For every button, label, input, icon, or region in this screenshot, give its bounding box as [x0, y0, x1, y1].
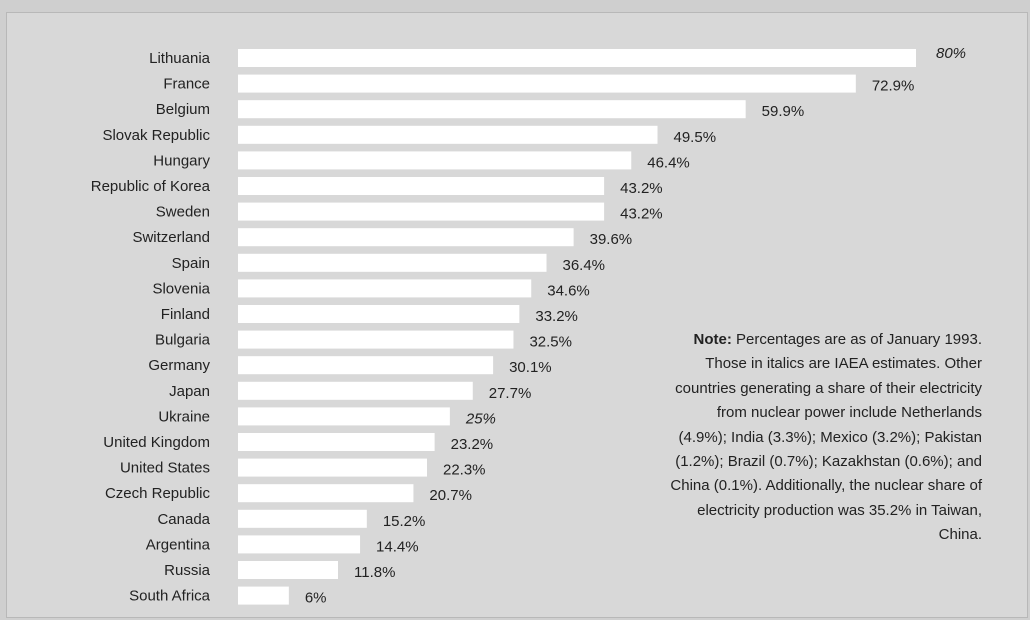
- category-label: Czech Republic: [105, 485, 211, 502]
- note-label: Note:: [693, 331, 732, 348]
- value-label: 59.9%: [762, 103, 805, 120]
- value-label: 25%: [465, 410, 496, 427]
- bar: [238, 458, 427, 477]
- category-label: United States: [120, 460, 210, 477]
- value-label: 43.2%: [620, 180, 663, 197]
- value-label: 49.5%: [674, 129, 717, 146]
- category-label: Germany: [148, 357, 210, 374]
- category-label: Finland: [161, 306, 210, 323]
- bar: [238, 177, 605, 195]
- category-label: Belgium: [156, 101, 210, 118]
- bar: [238, 100, 746, 119]
- bar: [238, 407, 450, 426]
- bar: [238, 151, 632, 170]
- category-label: Sweden: [156, 204, 210, 221]
- bar: [238, 586, 289, 605]
- value-label: 80%: [936, 45, 966, 62]
- category-label: Slovak Republic: [102, 127, 210, 144]
- bar: [238, 125, 658, 144]
- bar: [238, 561, 339, 579]
- value-label: 22.3%: [443, 462, 486, 479]
- category-label: United Kingdom: [103, 434, 210, 451]
- bar: [238, 253, 547, 272]
- note-text: Percentages are as of January 1993. Thos…: [670, 331, 982, 544]
- category-label: Slovenia: [152, 280, 210, 297]
- category-label: France: [163, 76, 210, 93]
- bar: [238, 381, 473, 400]
- bar: [238, 356, 494, 375]
- value-label: 43.2%: [620, 206, 663, 223]
- category-label: Republic of Korea: [91, 178, 211, 195]
- value-label: 6%: [305, 590, 327, 607]
- value-label: 20.7%: [429, 487, 472, 504]
- value-label: 36.4%: [562, 257, 605, 274]
- category-label: Switzerland: [132, 229, 210, 246]
- value-label: 72.9%: [872, 78, 915, 95]
- category-label: Russia: [164, 562, 211, 579]
- category-label: Bulgaria: [155, 332, 211, 349]
- value-label: 11.8%: [354, 564, 395, 581]
- bar: [238, 279, 532, 298]
- value-label: 32.5%: [529, 334, 572, 351]
- value-label: 14.4%: [376, 538, 419, 555]
- value-label: 27.7%: [489, 385, 532, 402]
- category-label: South Africa: [129, 588, 211, 605]
- category-label: Hungary: [153, 152, 210, 169]
- category-label: Canada: [157, 511, 210, 528]
- bar: [238, 74, 856, 93]
- value-label: 30.1%: [509, 359, 552, 376]
- value-label: 23.2%: [451, 436, 494, 453]
- chart-note: Note: Percentages are as of January 1993…: [666, 328, 982, 548]
- bar: [238, 330, 514, 349]
- bar: [238, 49, 916, 67]
- category-label: Japan: [169, 383, 210, 400]
- bar: [238, 202, 605, 221]
- category-label: Argentina: [146, 536, 211, 553]
- bar: [238, 484, 414, 503]
- bar: [238, 535, 361, 554]
- category-label: Ukraine: [158, 408, 210, 425]
- bar: [238, 305, 520, 323]
- category-label: Spain: [172, 255, 210, 272]
- value-label: 46.4%: [647, 154, 690, 171]
- category-label: Lithuania: [149, 50, 211, 67]
- bar: [238, 509, 367, 528]
- bar: [238, 433, 435, 451]
- value-label: 39.6%: [590, 231, 633, 248]
- value-label: 15.2%: [383, 513, 426, 530]
- bar: [238, 228, 574, 247]
- value-label: 34.6%: [547, 282, 590, 299]
- value-label: 33.2%: [535, 308, 578, 325]
